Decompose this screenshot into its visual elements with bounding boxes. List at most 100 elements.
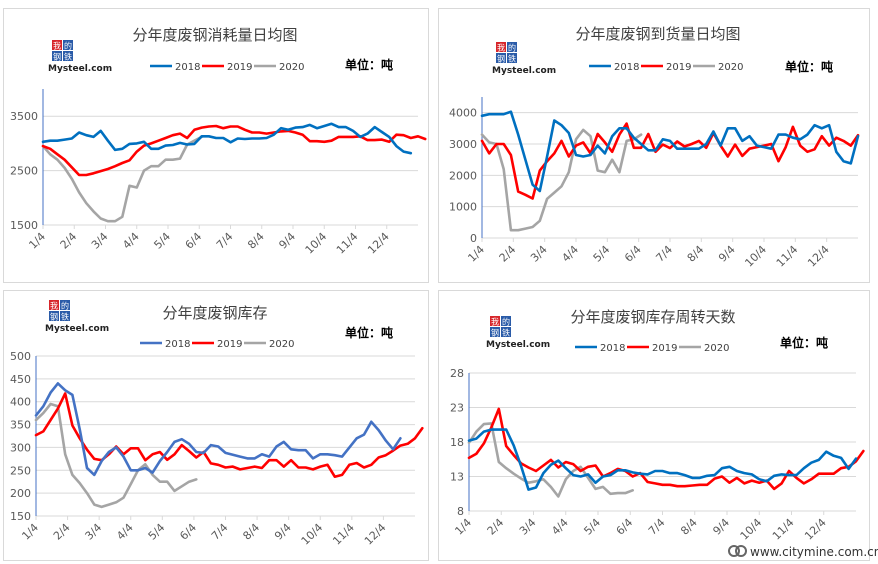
logo-block — [496, 42, 506, 52]
logo-block — [60, 311, 70, 321]
y-tick-label: 150 — [10, 510, 31, 523]
y-tick-label: 13 — [450, 471, 464, 484]
mysteel-logo: 我的钢 铁 Mysteel.com — [45, 300, 109, 334]
watermark: www.citymine.com.cn — [728, 545, 878, 559]
legend-label-2018: 2018 — [614, 62, 639, 73]
logo-block — [49, 311, 59, 321]
y-tick-label: 200 — [10, 487, 31, 500]
unit-label: 单位：吨 — [780, 335, 828, 350]
logo-char: 的 — [508, 43, 516, 53]
legend-label-2019: 2019 — [217, 339, 242, 350]
citymine-logo-icon — [728, 545, 740, 557]
y-tick-label: 0 — [470, 232, 477, 245]
y-tick-label: 23 — [450, 402, 464, 415]
logo-char: 铁 — [61, 312, 69, 322]
logo-block — [501, 316, 511, 326]
legend-label-2020: 2020 — [704, 343, 729, 354]
y-tick-label: 3500 — [10, 110, 38, 123]
y-tick-label: 400 — [10, 396, 31, 409]
logo-char: 钢 — [491, 328, 499, 338]
series-line-2019 — [467, 407, 865, 491]
series-line-2020 — [480, 128, 643, 232]
logo-block — [507, 42, 517, 52]
y-tick-label: 350 — [10, 419, 31, 432]
citymine-logo-icon — [735, 545, 747, 557]
logo-block — [63, 51, 73, 61]
logo-char: 钢 — [53, 52, 61, 62]
mysteel-logo: 我的钢 铁 Mysteel.com — [486, 316, 550, 350]
logo-char: 铁 — [508, 54, 516, 64]
y-tick-label: 18 — [450, 436, 464, 449]
mysteel-logo: 我的钢 铁 Mysteel.com — [492, 42, 556, 76]
logo-block — [490, 327, 500, 337]
y-tick-label: 1000 — [449, 201, 477, 214]
series-line-2018 — [34, 382, 402, 477]
unit-label: 单位：吨 — [785, 59, 833, 74]
logo-char: 铁 — [502, 328, 510, 338]
legend-label-2020: 2020 — [279, 62, 304, 73]
y-tick-label: 300 — [10, 441, 31, 454]
logo-block — [52, 40, 62, 50]
series-line-2018 — [480, 110, 860, 193]
series-line-2019 — [34, 392, 424, 479]
watermark-text: www.citymine.com.cn — [750, 545, 878, 559]
legend-label-2019: 2019 — [227, 62, 252, 73]
logo-text: Mysteel.com — [486, 340, 550, 350]
y-tick-label: 3000 — [449, 138, 477, 151]
legend-label-2020: 2020 — [269, 339, 294, 350]
y-tick-label: 2000 — [449, 169, 477, 182]
logo-block — [490, 316, 500, 326]
logo-char: 的 — [64, 41, 72, 51]
y-tick-label: 2500 — [10, 165, 38, 178]
chart-title: 分年度废钢库存 — [162, 304, 267, 322]
logo-char: 的 — [61, 301, 69, 311]
logo-char: 我 — [53, 41, 61, 51]
logo-char: 我 — [491, 317, 499, 327]
legend-label-2018: 2018 — [600, 343, 625, 354]
mysteel-logo: 我的钢 铁 Mysteel.com — [48, 40, 112, 74]
series-line-2020 — [34, 402, 198, 509]
legend-label-2019: 2019 — [652, 343, 677, 354]
unit-label: 单位：吨 — [345, 57, 393, 72]
y-tick-label: 250 — [10, 464, 31, 477]
legend-label-2018: 2018 — [165, 339, 190, 350]
logo-text: Mysteel.com — [45, 324, 109, 334]
logo-block — [60, 300, 70, 310]
legend-label-2018: 2018 — [175, 62, 200, 73]
logo-text: Mysteel.com — [492, 66, 556, 76]
y-tick-label: 28 — [450, 367, 464, 380]
legend-label-2020: 2020 — [718, 62, 743, 73]
series-line-2018 — [41, 122, 413, 155]
chart-title: 分年度废钢到货量日均图 — [575, 25, 740, 43]
logo-char: 铁 — [64, 52, 72, 62]
logo-char: 我 — [50, 301, 58, 311]
y-tick-label: 4000 — [449, 107, 477, 120]
logo-char: 我 — [497, 43, 505, 53]
unit-label: 单位：吨 — [345, 325, 393, 340]
y-tick-label: 500 — [10, 350, 31, 363]
legend-label-2019: 2019 — [666, 62, 691, 73]
series-line-2020 — [41, 135, 203, 223]
logo-block — [52, 51, 62, 61]
series-line-2020 — [467, 422, 635, 498]
chart-title: 分年度废钢库存周转天数 — [570, 308, 735, 326]
logo-block — [63, 40, 73, 50]
chart-title: 分年度废钢消耗量日均图 — [132, 26, 297, 44]
series-line-2018 — [467, 428, 858, 491]
logo-block — [501, 327, 511, 337]
logo-block — [496, 53, 506, 63]
y-tick-label: 450 — [10, 373, 31, 386]
logo-text: Mysteel.com — [48, 64, 112, 74]
chart-panel — [3, 8, 429, 283]
logo-block — [507, 53, 517, 63]
logo-char: 的 — [502, 317, 510, 327]
logo-char: 钢 — [497, 54, 505, 64]
y-tick-label: 8 — [457, 505, 464, 518]
logo-block — [49, 300, 59, 310]
y-tick-label: 1500 — [10, 219, 38, 232]
